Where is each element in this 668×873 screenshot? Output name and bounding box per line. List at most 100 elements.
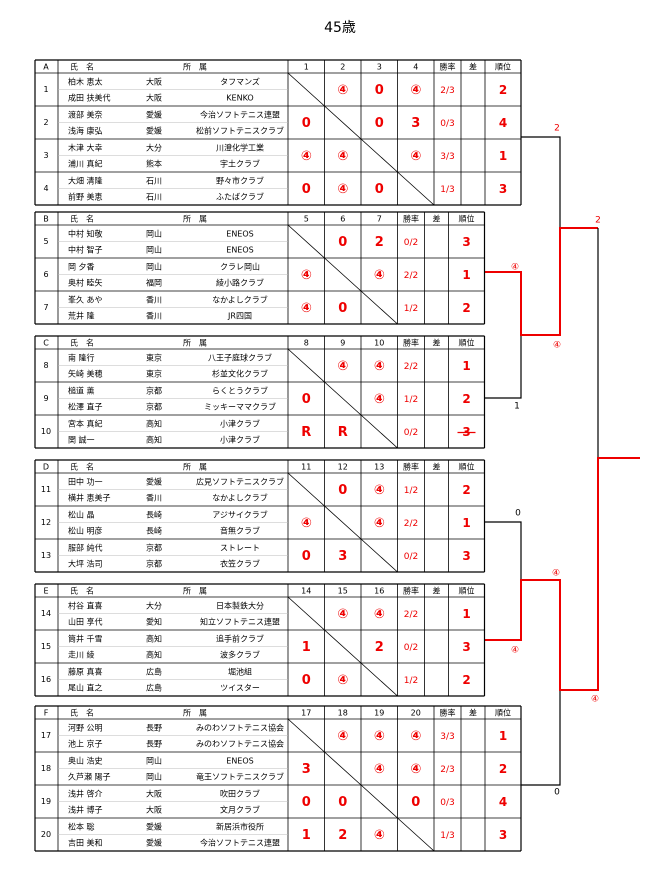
rank: 1 (462, 516, 470, 530)
score: ④ (374, 828, 385, 843)
rank: 1 (462, 607, 470, 621)
player-club: らくとうクラブ (212, 386, 268, 396)
player-club: ENEOS (226, 230, 253, 239)
player-club: 日本製鉄大分 (216, 601, 264, 611)
player-club: ツイスター (220, 684, 260, 693)
player-club: 八王子庭球クラブ (208, 353, 272, 363)
rank: 3 (462, 549, 470, 563)
score: 2 (375, 235, 384, 250)
header-club: 所 属 (183, 586, 207, 596)
bracket-label: 2 (595, 216, 601, 226)
team-no: 2 (43, 118, 48, 127)
player-pref: 香川 (146, 493, 162, 503)
score: ④ (301, 301, 312, 316)
player-name: 服部 純代 (68, 543, 103, 553)
rank: 3 (462, 235, 470, 249)
score: ④ (337, 182, 348, 197)
bracket-line (485, 335, 522, 399)
rule (287, 718, 325, 753)
player-name: 松本 聡 (68, 822, 95, 832)
bracket-line (521, 690, 561, 786)
player-club: ENEOS (226, 246, 253, 255)
player-name: 村谷 直喜 (68, 601, 103, 611)
rank: 2 (499, 762, 507, 776)
team-no: 13 (41, 551, 51, 560)
player-pref: 大分 (146, 601, 162, 611)
header-match: 14 (301, 587, 311, 596)
rank: 2 (462, 673, 470, 687)
score: 3 (302, 762, 311, 777)
group-letter: F (44, 709, 49, 718)
player-club: 松前ソフトテニスクラブ (196, 126, 284, 136)
score: 2 (338, 828, 347, 843)
rule (287, 348, 325, 383)
score: 3 (338, 549, 347, 564)
header-winrate: 勝率 (403, 462, 419, 472)
winrate: 0/2 (404, 428, 418, 438)
header-match: 13 (374, 463, 384, 472)
team-no: 4 (43, 184, 48, 193)
winrate: 0/3 (440, 119, 454, 129)
player-name: 奥山 浩史 (68, 756, 103, 766)
header-winrate: 勝率 (403, 214, 419, 224)
rank: 1 (499, 149, 507, 163)
team-no: 1 (43, 85, 48, 94)
team-no: 20 (41, 830, 51, 839)
score: ④ (374, 392, 385, 407)
team-no: 16 (41, 675, 51, 684)
player-pref: 愛媛 (146, 110, 162, 120)
player-pref: 大分 (146, 143, 162, 153)
header-match: 5 (304, 215, 309, 224)
winrate: 3/3 (440, 152, 454, 162)
player-pref: 広島 (146, 667, 162, 677)
player-pref: 石川 (146, 193, 162, 202)
rule (287, 472, 325, 507)
score: 0 (375, 116, 384, 131)
player-club: アジサイクラブ (212, 510, 268, 520)
header-club: 所 属 (183, 708, 207, 718)
header-name: 氏 名 (70, 62, 94, 72)
player-club: ふたばクラブ (216, 192, 264, 202)
header-match: 16 (374, 587, 384, 596)
rule (324, 629, 362, 664)
player-name: 岡 夕香 (68, 262, 95, 272)
score: 0 (338, 235, 347, 250)
score: ④ (374, 762, 385, 777)
header-match: 4 (413, 63, 418, 72)
rank: 1 (499, 729, 507, 743)
header-rank: 順位 (459, 586, 475, 596)
player-pref: 長野 (146, 740, 162, 749)
player-name: 木津 大幸 (68, 143, 103, 153)
player-name: 藤原 真喜 (68, 667, 103, 677)
rank: 4 (499, 795, 507, 809)
player-club: 堀池組 (228, 667, 252, 677)
player-name: 尾山 直之 (68, 683, 103, 693)
score: ④ (410, 729, 421, 744)
bracket-label: ④ (511, 263, 519, 273)
bracket-label: 0 (554, 788, 560, 798)
score: 0 (375, 83, 384, 98)
header-rank: 順位 (459, 338, 475, 348)
score: ④ (410, 762, 421, 777)
player-club: タフマンズ (220, 77, 260, 87)
team-no: 10 (41, 427, 51, 436)
player-name: 大坪 浩司 (68, 559, 103, 569)
player-pref: 福岡 (146, 279, 162, 288)
team-no: 18 (41, 764, 51, 773)
player-pref: 愛知 (146, 617, 162, 627)
player-pref: 京都 (146, 559, 162, 569)
player-name: 中村 智子 (68, 245, 103, 255)
player-pref: 長野 (146, 724, 162, 733)
header-club: 所 属 (183, 214, 207, 224)
header-winrate: 勝率 (440, 62, 456, 72)
player-pref: 長崎 (146, 510, 162, 520)
header-match: 12 (338, 463, 348, 472)
player-pref: 愛媛 (146, 838, 162, 848)
header-winrate: 勝率 (403, 586, 419, 596)
rank: 3 (462, 640, 470, 654)
header-club: 所 属 (183, 338, 207, 348)
player-pref: 京都 (146, 386, 162, 396)
rule (324, 105, 362, 140)
winrate: 2/3 (440, 86, 454, 96)
team-no: 8 (43, 361, 48, 370)
